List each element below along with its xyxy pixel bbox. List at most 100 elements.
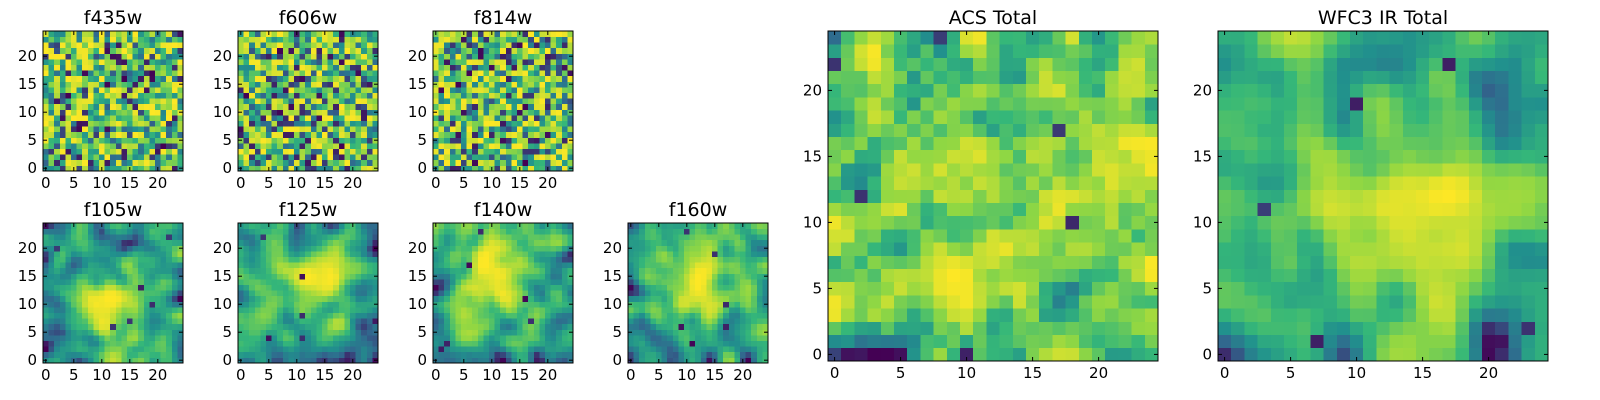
heatmap-cell bbox=[689, 262, 696, 269]
heatmap-cell bbox=[723, 239, 730, 246]
heatmap-cell bbox=[1078, 242, 1093, 256]
heatmap-cell bbox=[533, 64, 540, 71]
heatmap-cell bbox=[561, 351, 568, 358]
heatmap-cell bbox=[1131, 334, 1146, 349]
heatmap-cell bbox=[155, 234, 161, 241]
heatmap-cell bbox=[48, 148, 55, 155]
heatmap-cell bbox=[266, 279, 272, 285]
heatmap-cell bbox=[511, 228, 518, 235]
heatmap-cell bbox=[344, 279, 351, 285]
heatmap-cell bbox=[511, 154, 518, 161]
heatmap-cell bbox=[672, 323, 679, 330]
heatmap-cell bbox=[455, 318, 462, 325]
heatmap-cell bbox=[316, 234, 323, 241]
heatmap-cell bbox=[684, 323, 690, 330]
heatmap-cell bbox=[678, 234, 685, 241]
heatmap-cell bbox=[260, 223, 267, 229]
heatmap-cell bbox=[561, 47, 568, 54]
heatmap-cell bbox=[712, 256, 718, 263]
heatmap-cell bbox=[143, 273, 150, 280]
heatmap-cell bbox=[438, 59, 445, 65]
heatmap-cell bbox=[734, 245, 741, 252]
heatmap-cell bbox=[494, 126, 501, 133]
heatmap-cell bbox=[76, 346, 83, 353]
heatmap-cell bbox=[444, 323, 451, 330]
heatmap-cell bbox=[466, 223, 473, 229]
heatmap-cell bbox=[271, 148, 278, 155]
heatmap-cell bbox=[522, 92, 529, 99]
heatmap-cell bbox=[127, 340, 133, 347]
heatmap-cell bbox=[461, 340, 467, 347]
heatmap-cell bbox=[472, 290, 479, 297]
heatmap-cell bbox=[740, 267, 746, 274]
heatmap-cell bbox=[650, 239, 657, 246]
heatmap-cell bbox=[294, 115, 300, 121]
heatmap-cell bbox=[338, 87, 345, 93]
heatmap-cell bbox=[238, 154, 244, 161]
heatmap-cell bbox=[372, 148, 379, 155]
heatmap-cell bbox=[65, 307, 72, 313]
heatmap-cell bbox=[461, 284, 467, 291]
heatmap-cell bbox=[455, 154, 462, 161]
heatmap-cell bbox=[138, 148, 145, 155]
heatmap-cell bbox=[132, 103, 139, 110]
heatmap-cell bbox=[59, 267, 66, 274]
heatmap-cell bbox=[455, 120, 462, 127]
heatmap-cell bbox=[466, 234, 473, 241]
heatmap-cell bbox=[294, 126, 300, 133]
heatmap-cell bbox=[333, 318, 340, 325]
heatmap-cell bbox=[327, 340, 334, 347]
heatmap-cell bbox=[455, 81, 462, 88]
heatmap-cell bbox=[87, 223, 94, 229]
heatmap-cell bbox=[466, 103, 473, 110]
heatmap-cell bbox=[745, 351, 752, 358]
heatmap-cell bbox=[633, 323, 640, 330]
heatmap-cell bbox=[511, 103, 518, 110]
heatmap-cell bbox=[316, 301, 323, 308]
heatmap-cell bbox=[132, 301, 139, 308]
heatmap-cell bbox=[1026, 163, 1040, 177]
heatmap-cell bbox=[288, 109, 295, 116]
heatmap-cell bbox=[894, 255, 908, 269]
heatmap-cell bbox=[539, 59, 546, 65]
x-tick-label: 20 bbox=[538, 366, 557, 384]
x-tick-label: 5 bbox=[459, 174, 469, 192]
heatmap-cell bbox=[1105, 281, 1119, 296]
heatmap-cell bbox=[678, 290, 685, 297]
heatmap-cell bbox=[433, 126, 439, 133]
heatmap-cell bbox=[166, 75, 173, 82]
heatmap-cell bbox=[533, 335, 540, 341]
heatmap-cell bbox=[104, 165, 111, 172]
heatmap-cell bbox=[243, 340, 250, 347]
heatmap-cell bbox=[511, 256, 518, 263]
heatmap-cell bbox=[127, 301, 133, 308]
heatmap-cell bbox=[155, 137, 161, 144]
heatmap-cell bbox=[444, 262, 451, 269]
x-tick-label: 20 bbox=[343, 174, 362, 192]
heatmap-cell bbox=[104, 148, 111, 155]
heatmap-cell bbox=[678, 351, 685, 358]
heatmap-cell bbox=[539, 98, 546, 105]
heatmap-cell bbox=[472, 36, 479, 43]
heatmap-cell bbox=[438, 228, 445, 235]
heatmap-cell bbox=[266, 346, 272, 353]
heatmap-cell bbox=[561, 346, 568, 353]
heatmap-cell bbox=[639, 346, 646, 353]
heatmap-cell bbox=[54, 318, 61, 325]
heatmap-cell bbox=[672, 262, 679, 269]
heatmap-cell bbox=[678, 301, 685, 308]
heatmap-cell bbox=[243, 120, 250, 127]
heatmap-cell bbox=[121, 131, 128, 138]
heatmap-cell bbox=[539, 148, 546, 155]
heatmap-cell bbox=[121, 70, 128, 77]
heatmap-cell bbox=[455, 312, 462, 319]
heatmap-cell bbox=[327, 143, 334, 149]
heatmap-cell bbox=[316, 312, 323, 319]
heatmap-cell bbox=[433, 115, 439, 121]
heatmap-cell bbox=[310, 267, 317, 274]
heatmap-cell bbox=[477, 137, 484, 144]
heatmap-cell bbox=[121, 42, 128, 49]
heatmap-cell bbox=[65, 59, 72, 65]
heatmap-cell bbox=[466, 245, 473, 252]
heatmap-cell bbox=[550, 70, 557, 77]
